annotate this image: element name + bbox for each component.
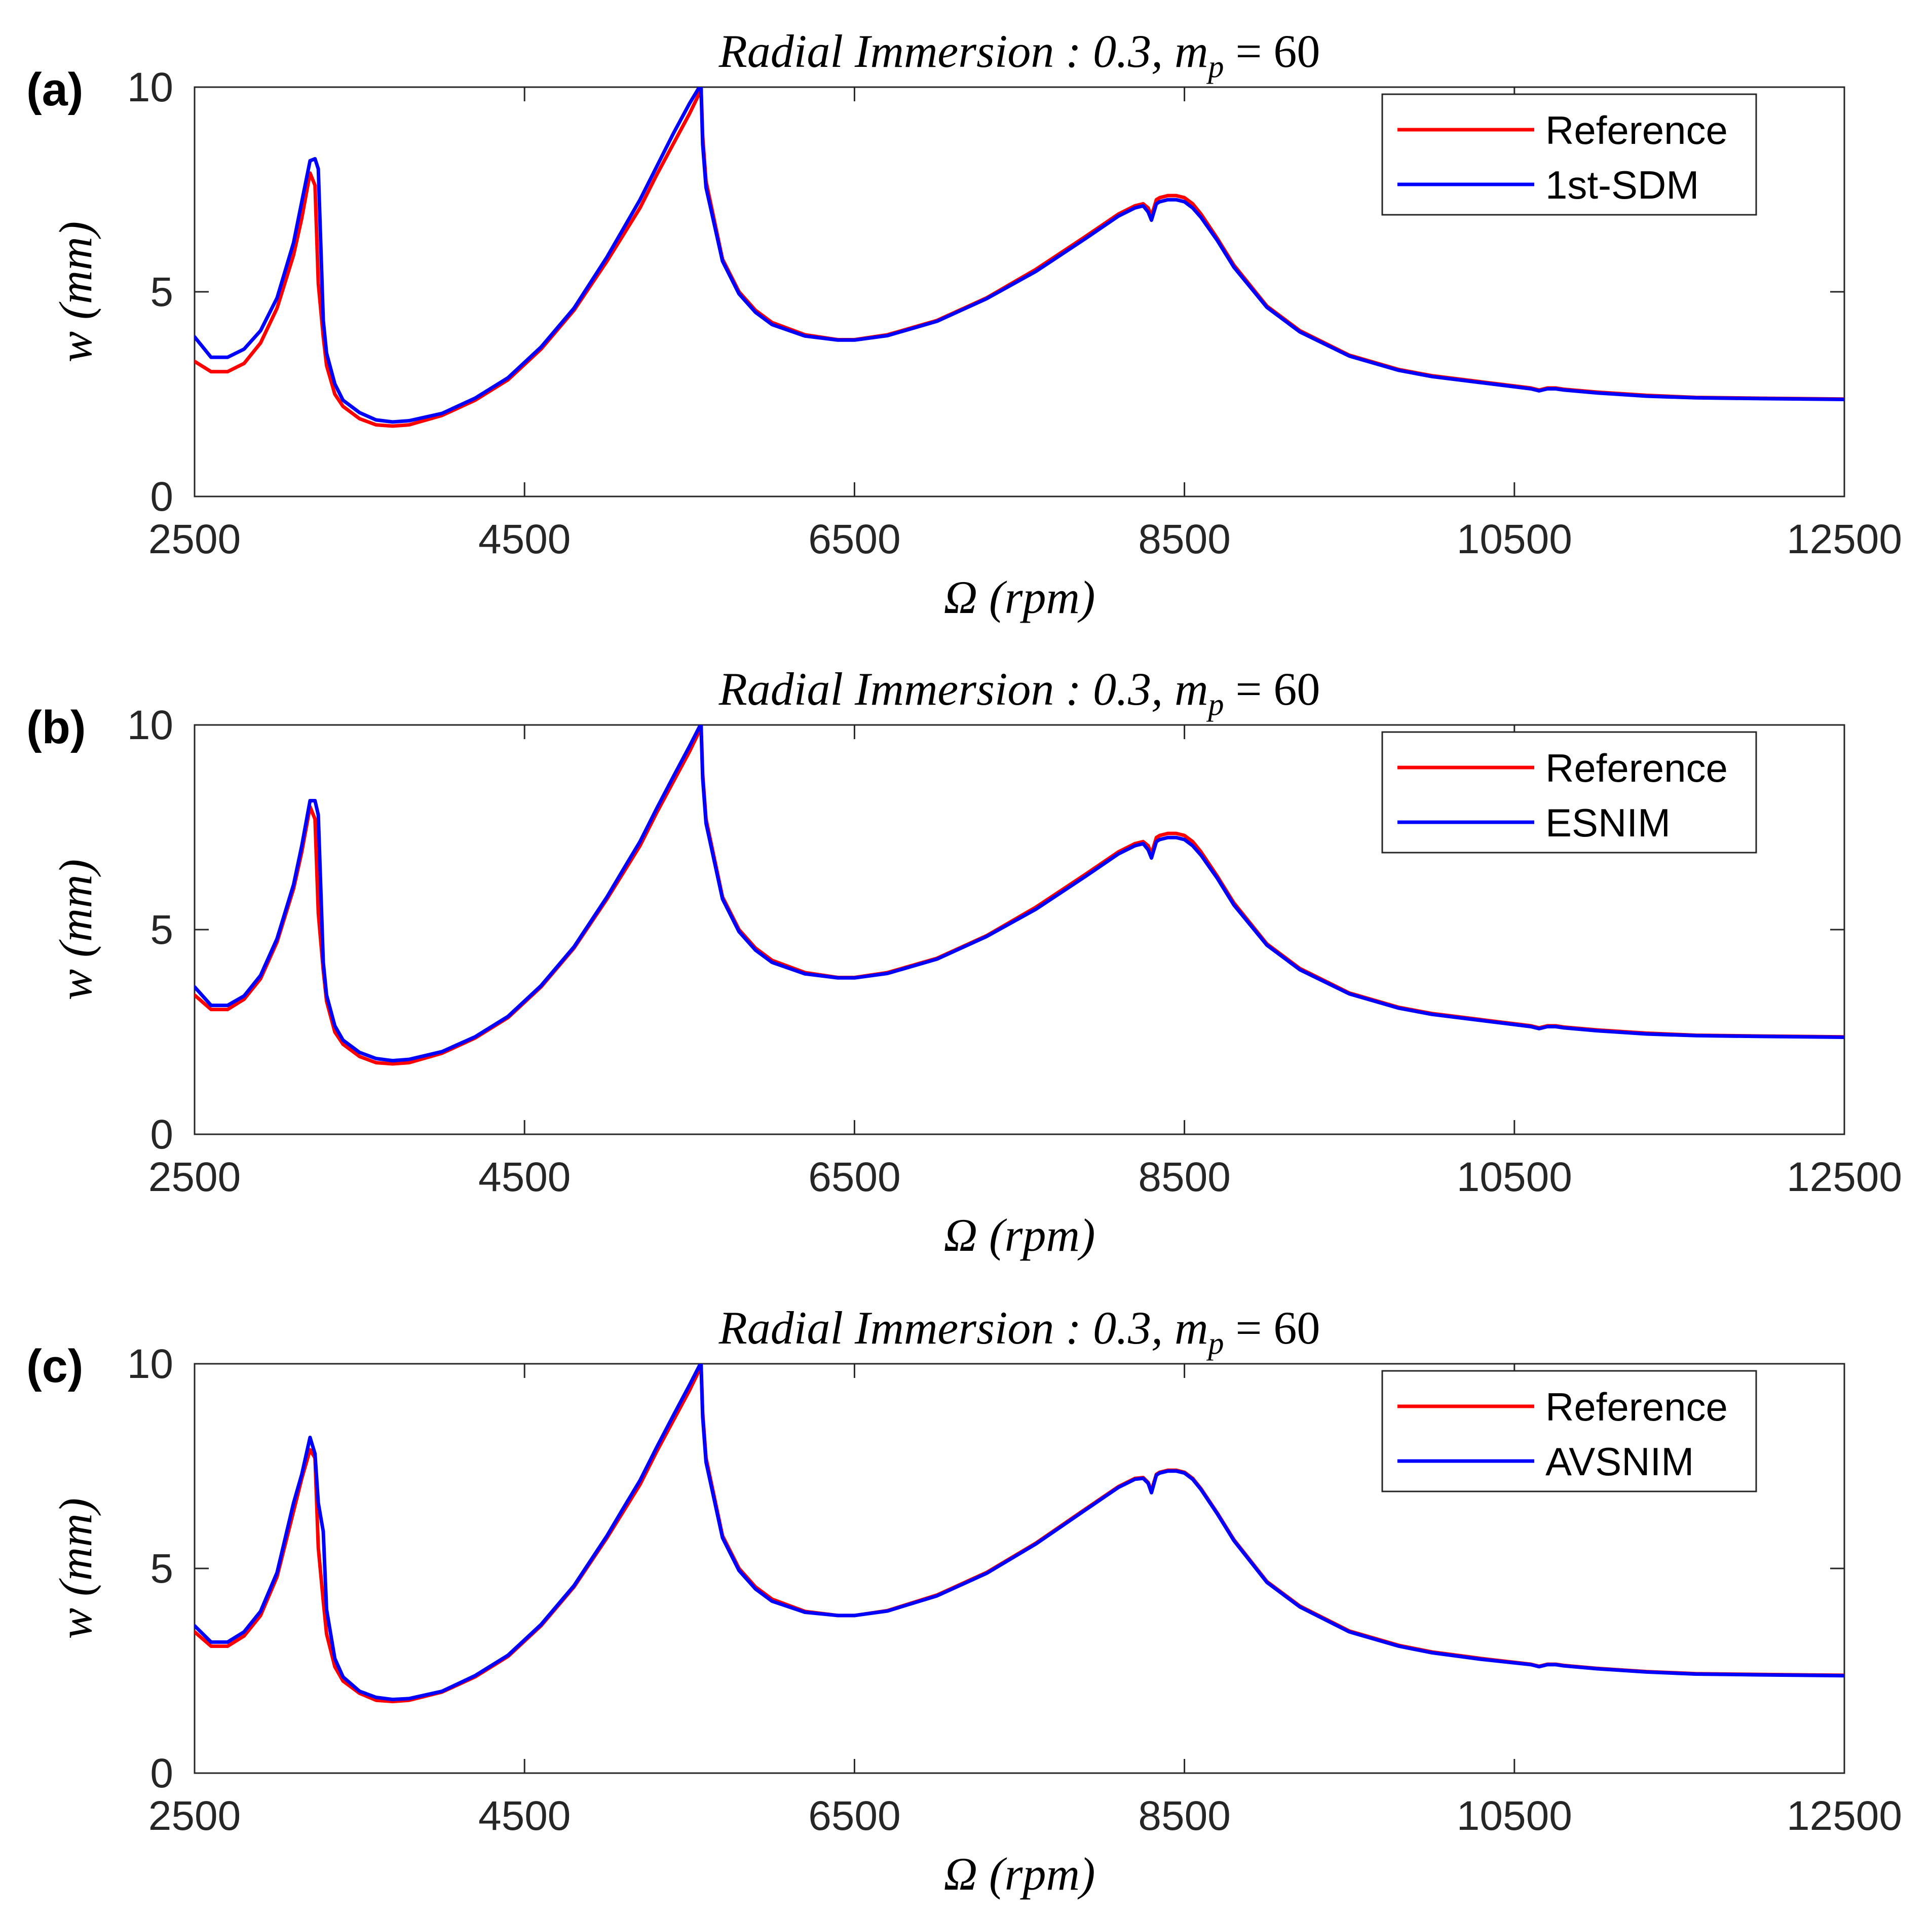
chart-title-main: Radial Immersion : 0.3, m — [718, 663, 1208, 715]
x-tick-label: 8500 — [1138, 1793, 1230, 1839]
legend-label: Reference — [1545, 746, 1728, 790]
chart-title-suffix: = 60 — [1224, 25, 1320, 77]
x-tick-label: 2500 — [148, 1793, 241, 1839]
x-tick-label: 8500 — [1138, 1154, 1230, 1200]
y-tick-label: 10 — [127, 1341, 173, 1387]
x-axis-label: Ω (rpm) — [943, 1209, 1095, 1261]
chart-title-suffix: = 60 — [1224, 1302, 1320, 1354]
chart-title-subscript: p — [1206, 687, 1224, 722]
x-tick-label: 12500 — [1787, 1793, 1902, 1839]
y-tick-label: 10 — [127, 64, 173, 110]
legend-box — [1381, 93, 1757, 216]
y-tick-label: 0 — [150, 474, 173, 520]
chart-panel-c: 2500 4500 6500 8500 10500 12500 0 5 10 (c) Radial … — [26, 1302, 1902, 1900]
chart-title: Radial Immersion : 0.3, mp = 60 — [718, 1302, 1320, 1361]
y-tick-label: 0 — [150, 1750, 173, 1796]
chart-title-subscript: p — [1206, 1326, 1224, 1361]
series-line-esnim — [195, 725, 1844, 1063]
panel-label: (b) — [26, 702, 86, 753]
series-line-1st-sdm — [195, 87, 1844, 424]
x-tick-label: 6500 — [808, 1154, 900, 1200]
panel-label: (a) — [26, 64, 83, 116]
y-tick-label: 0 — [150, 1111, 173, 1158]
chart-panel-b: 2500 4500 6500 8500 10500 12500 0 5 10 (b) Radial … — [26, 663, 1902, 1261]
y-axis-label: w (mm) — [50, 1498, 101, 1639]
legend: Reference AVSNIM — [1381, 1370, 1757, 1492]
legend-label: ESNIM — [1545, 800, 1671, 845]
legend-label: Reference — [1545, 108, 1728, 152]
x-tick-label: 8500 — [1138, 516, 1230, 562]
panel-label: (c) — [26, 1340, 83, 1392]
x-tick-label: 4500 — [478, 1793, 571, 1839]
chart-panel-a: 2500 4500 6500 8500 10500 12500 0 5 10 (a) Radial … — [26, 25, 1902, 623]
chart-title: Radial Immersion : 0.3, mp = 60 — [718, 663, 1320, 722]
x-tick-label: 10500 — [1457, 1793, 1572, 1839]
chart-title-main: Radial Immersion : 0.3, m — [718, 1302, 1208, 1354]
x-tick-label: 4500 — [478, 516, 571, 562]
legend-box — [1381, 1370, 1757, 1492]
chart-title-main: Radial Immersion : 0.3, m — [718, 25, 1208, 77]
legend-box — [1381, 731, 1757, 854]
x-tick-label: 6500 — [808, 516, 900, 562]
x-tick-label: 4500 — [478, 1154, 571, 1200]
y-tick-label: 5 — [150, 907, 173, 953]
chart-title-suffix: = 60 — [1224, 663, 1320, 715]
y-axis-label: w (mm) — [50, 221, 101, 363]
x-tick-label: 12500 — [1787, 516, 1902, 562]
chart-title: Radial Immersion : 0.3, mp = 60 — [718, 25, 1320, 84]
legend-label: Reference — [1545, 1385, 1728, 1429]
x-tick-label: 2500 — [148, 1154, 241, 1200]
legend-label: AVSNIM — [1545, 1439, 1694, 1484]
x-tick-label: 2500 — [148, 516, 241, 562]
x-tick-label: 12500 — [1787, 1154, 1902, 1200]
x-axis-label: Ω (rpm) — [943, 571, 1095, 623]
legend-label: 1st-SDM — [1545, 163, 1699, 207]
x-axis-label: Ω (rpm) — [943, 1848, 1095, 1900]
series-line-avsnim — [195, 1364, 1844, 1702]
y-tick-label: 5 — [150, 1546, 173, 1592]
x-tick-label: 10500 — [1457, 516, 1572, 562]
x-tick-label: 10500 — [1457, 1154, 1572, 1200]
legend: Reference 1st-SDM — [1381, 93, 1757, 216]
chart-title-subscript: p — [1206, 50, 1224, 84]
y-axis-label: w (mm) — [50, 859, 101, 1001]
legend: Reference ESNIM — [1381, 731, 1757, 854]
y-tick-label: 10 — [127, 702, 173, 748]
y-tick-label: 5 — [150, 269, 173, 315]
x-tick-label: 6500 — [808, 1793, 900, 1839]
